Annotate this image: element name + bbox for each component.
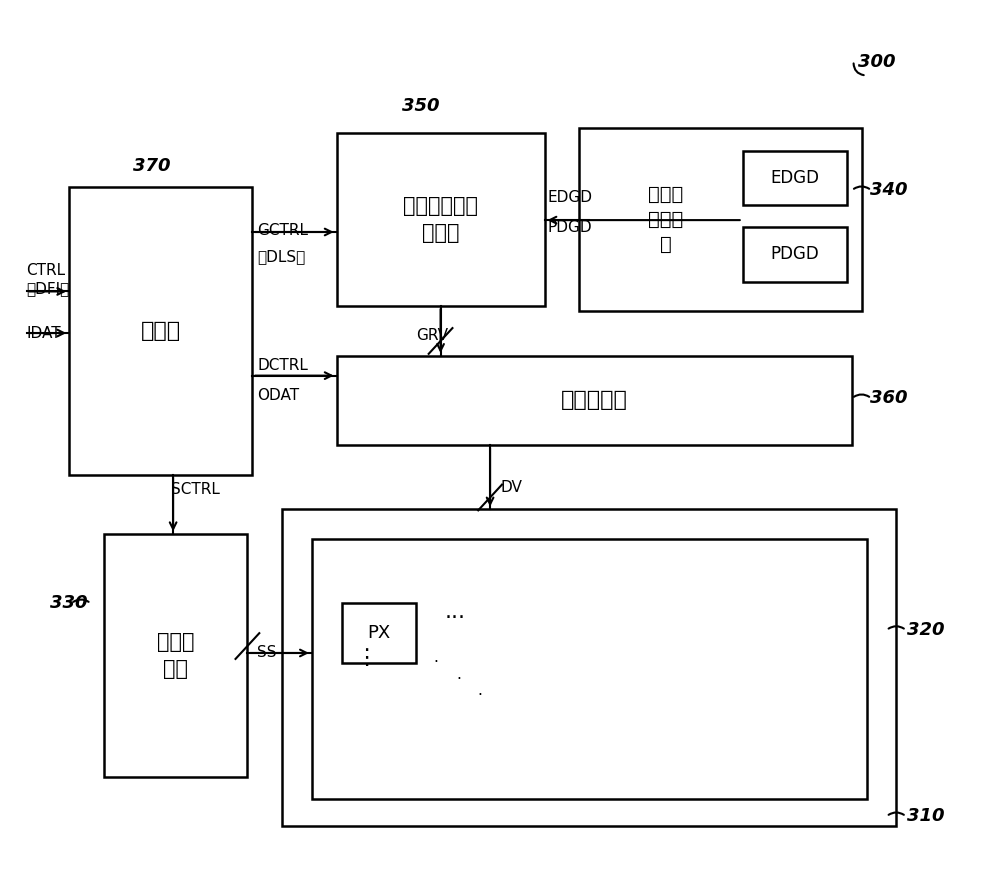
Text: 360: 360 — [870, 389, 907, 407]
Text: 350: 350 — [402, 97, 440, 115]
Text: 伽马基准电压
生成部: 伽马基准电压 生成部 — [403, 196, 478, 243]
Text: ODAT: ODAT — [257, 388, 299, 403]
Text: GCTRL: GCTRL — [257, 223, 308, 238]
Text: 330: 330 — [50, 594, 88, 613]
Text: GRV: GRV — [416, 328, 448, 343]
Text: SCTRL: SCTRL — [171, 482, 220, 497]
Text: ·: · — [456, 672, 461, 687]
Bar — [312, 539, 867, 798]
Text: 340: 340 — [870, 181, 907, 200]
Text: 370: 370 — [133, 156, 170, 175]
Text: 控制器: 控制器 — [141, 321, 181, 341]
Text: ·: · — [478, 688, 483, 703]
Text: 伽马数
据存储
部: 伽马数 据存储 部 — [648, 185, 684, 254]
Text: EDGD: EDGD — [770, 169, 819, 187]
Bar — [342, 603, 416, 663]
Bar — [337, 356, 852, 445]
Text: 310: 310 — [907, 807, 945, 826]
Text: 扫描驱
动器: 扫描驱 动器 — [157, 632, 194, 679]
Text: ·: · — [433, 655, 438, 670]
Bar — [743, 227, 847, 282]
Bar — [282, 509, 896, 826]
Text: PDGD: PDGD — [548, 220, 592, 235]
Bar — [337, 133, 545, 306]
Text: DV: DV — [500, 480, 522, 495]
Text: 320: 320 — [907, 622, 945, 639]
Bar — [69, 187, 252, 475]
Text: （DLS）: （DLS） — [257, 249, 306, 264]
Text: EDGD: EDGD — [548, 190, 593, 205]
Text: DCTRL: DCTRL — [257, 358, 308, 374]
Text: PDGD: PDGD — [770, 245, 819, 263]
Bar — [743, 151, 847, 205]
Bar — [579, 128, 862, 311]
Text: CTRL
（DFI）: CTRL （DFI） — [27, 263, 70, 297]
Text: 300: 300 — [858, 53, 895, 71]
Bar — [589, 133, 743, 306]
Text: PX: PX — [367, 624, 390, 642]
Text: IDAT: IDAT — [27, 326, 61, 341]
Bar — [104, 534, 247, 777]
Text: ···: ··· — [445, 608, 466, 629]
Text: SS: SS — [257, 645, 277, 660]
Text: 数据驱动器: 数据驱动器 — [561, 390, 628, 411]
Text: ⋮: ⋮ — [355, 648, 377, 668]
